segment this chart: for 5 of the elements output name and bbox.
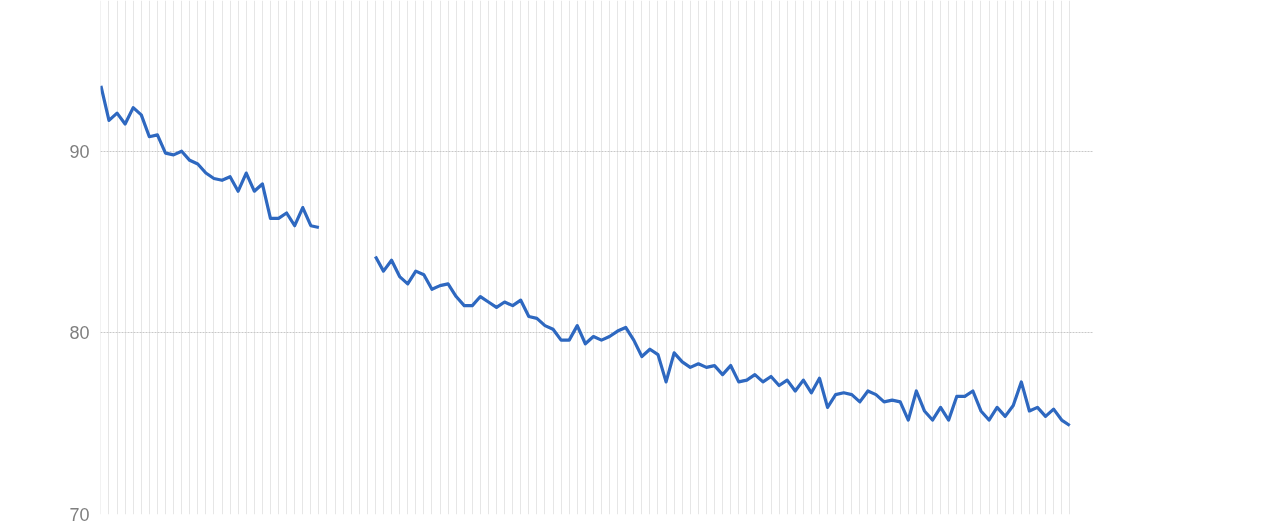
y-tick-label: 90	[69, 141, 90, 162]
y-tick-label: 80	[69, 323, 90, 344]
line-series	[373, 254, 1072, 428]
line-series	[100, 84, 321, 230]
y-tick-label: 70	[69, 505, 90, 525]
